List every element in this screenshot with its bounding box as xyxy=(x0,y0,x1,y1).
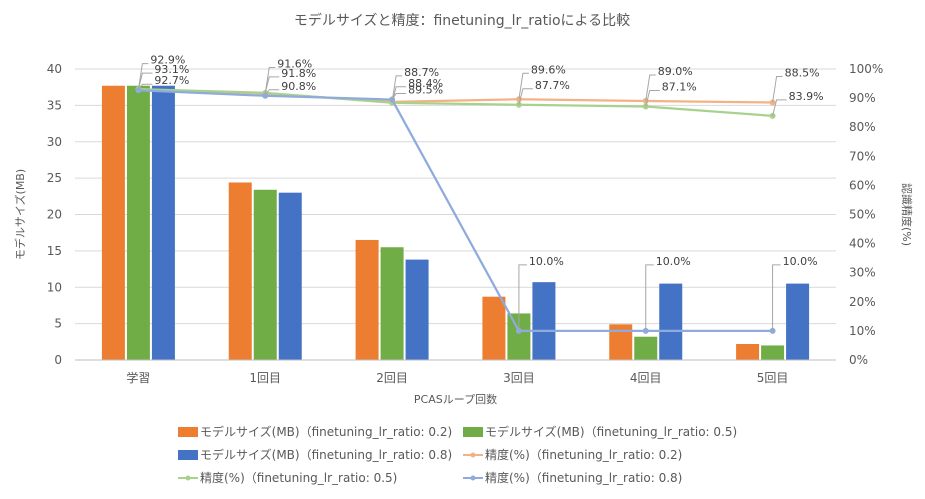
data-label-series-1: 91.6% xyxy=(277,57,312,70)
data-label-series-1: 89.6% xyxy=(531,63,566,76)
bar-series-1 xyxy=(482,296,506,360)
y-left-tick-label: 0 xyxy=(54,353,62,367)
data-label-leader xyxy=(645,264,654,331)
bar-series-1 xyxy=(228,182,252,360)
data-label-series-2: 93.1% xyxy=(154,63,189,76)
legend-swatch-bar xyxy=(463,427,483,437)
data-label-series-3: 10.0% xyxy=(529,255,564,268)
y-left-tick-label: 35 xyxy=(47,98,62,112)
x-tick-label: 4回目 xyxy=(630,371,662,385)
line-series-3 xyxy=(138,89,773,333)
legend-label: 精度(%)（finetuning_lr_ratio: 0.5) xyxy=(200,470,397,485)
y-right-tick-label: 70% xyxy=(849,149,876,163)
data-label-series-2: 87.1% xyxy=(662,81,697,94)
data-label-leader xyxy=(137,63,149,90)
legend-label: 精度(%)（finetuning_lr_ratio: 0.8) xyxy=(485,470,682,485)
x-axis-title: PCASループ回数 xyxy=(414,393,497,406)
legend-swatch-marker xyxy=(185,475,191,481)
bar-series-2 xyxy=(380,247,404,360)
x-tick-label: 3回目 xyxy=(503,371,535,385)
data-label-leader xyxy=(264,89,280,97)
bar-series-2 xyxy=(634,336,658,360)
data-label-series-2: 83.9% xyxy=(789,90,824,103)
data-label-series-1: 88.7% xyxy=(404,66,439,79)
data-label-leader xyxy=(518,88,533,105)
data-label-leader xyxy=(772,264,781,331)
legend-swatch-marker xyxy=(470,452,476,458)
bar-series-2 xyxy=(761,345,785,360)
y-right-tick-label: 80% xyxy=(849,120,876,134)
y-right-tick-label: 90% xyxy=(849,91,876,105)
y-left-tick-label: 25 xyxy=(47,171,62,185)
data-label-leader xyxy=(391,75,403,102)
y-right-tick-label: 100% xyxy=(849,62,883,76)
data-label-leader xyxy=(772,99,787,116)
legend-label: モデルサイズ(MB)（finetuning_lr_ratio: 0.8) xyxy=(200,447,452,462)
legend-swatch-bar xyxy=(178,427,198,437)
data-label-leader xyxy=(645,90,660,107)
y-left-tick-label: 40 xyxy=(47,62,62,76)
data-label-leader xyxy=(264,66,276,94)
bar-series-3 xyxy=(532,282,556,360)
bar-series-2 xyxy=(253,189,277,360)
bar-series-1 xyxy=(609,324,633,360)
y-right-tick-label: 10% xyxy=(849,324,876,338)
y-left-tick-label: 5 xyxy=(54,317,62,331)
bar-series-3 xyxy=(151,85,175,361)
line-series-2 xyxy=(138,87,773,117)
data-label-series-3: 10.0% xyxy=(783,255,818,268)
data-label-series-1: 92.9% xyxy=(150,54,185,67)
bar-series-3 xyxy=(659,283,683,360)
data-label-series-2: 91.8% xyxy=(281,67,316,80)
bar-series-3 xyxy=(786,283,810,360)
y-right-tick-label: 60% xyxy=(849,178,876,192)
legend-label: モデルサイズ(MB)（finetuning_lr_ratio: 0.2) xyxy=(200,424,452,439)
y-right-tick-label: 20% xyxy=(849,295,876,309)
legend-label: 精度(%)（finetuning_lr_ratio: 0.2) xyxy=(485,447,682,462)
y-left-axis-title: モデルサイズ(MB) xyxy=(13,169,27,260)
legend-label: モデルサイズ(MB)（finetuning_lr_ratio: 0.5) xyxy=(485,424,737,439)
y-right-axis-title: 認識精度(%) xyxy=(900,183,914,246)
bar-series-1 xyxy=(355,239,379,360)
x-tick-label: 学習 xyxy=(126,370,150,385)
data-label-series-1: 88.5% xyxy=(785,66,820,79)
bar-series-3 xyxy=(278,192,302,360)
data-label-series-3: 10.0% xyxy=(656,255,691,268)
y-right-tick-label: 0% xyxy=(849,353,868,367)
data-label-leader xyxy=(138,83,153,91)
y-left-tick-label: 20 xyxy=(47,208,62,222)
y-right-tick-label: 40% xyxy=(849,237,876,251)
data-label-series-3: 92.7% xyxy=(154,74,189,87)
chart-title: モデルサイズと精度：finetuning_lr_ratioによる比較 xyxy=(294,12,630,29)
bar-series-3 xyxy=(405,259,429,360)
legend-swatch-marker xyxy=(470,475,476,481)
data-label-series-3: 90.8% xyxy=(281,80,316,93)
data-label-leader xyxy=(137,72,153,90)
data-label-series-2: 88.4% xyxy=(408,77,443,90)
bar-series-1 xyxy=(101,85,125,361)
bar-series-1 xyxy=(736,343,760,360)
bar-series-2 xyxy=(507,313,531,360)
data-label-leader xyxy=(264,76,280,93)
data-label-leader xyxy=(518,264,527,331)
y-left-tick-label: 30 xyxy=(47,135,62,149)
data-label-series-1: 89.0% xyxy=(658,65,693,78)
y-left-tick-label: 15 xyxy=(47,244,62,258)
data-label-leader xyxy=(772,75,783,103)
bar-series-2 xyxy=(126,85,150,361)
legend-swatch-bar xyxy=(178,450,198,460)
x-tick-label: 5回目 xyxy=(757,371,789,385)
data-label-series-3: 89.5% xyxy=(408,84,443,97)
x-tick-label: 2回目 xyxy=(376,371,408,385)
data-label-leader xyxy=(645,74,656,102)
y-right-tick-label: 30% xyxy=(849,266,876,280)
y-right-tick-label: 50% xyxy=(849,208,876,222)
data-label-leader xyxy=(518,72,529,100)
x-tick-label: 1回目 xyxy=(249,371,281,385)
data-label-series-2: 87.7% xyxy=(535,79,570,92)
y-left-tick-label: 10 xyxy=(47,280,62,294)
data-label-leader xyxy=(391,93,407,100)
